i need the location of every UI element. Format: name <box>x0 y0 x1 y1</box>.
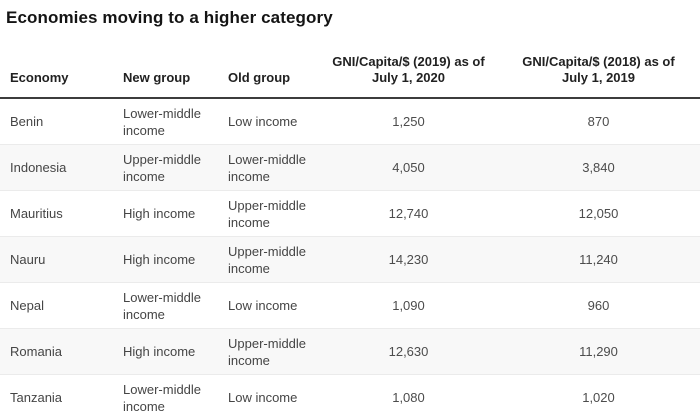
gni-2018-cell: 12,050 <box>497 190 700 237</box>
table-row: Indonesia Upper-middle income Lower-midd… <box>0 144 700 191</box>
table-row: Mauritius High income Upper-middle incom… <box>0 190 700 237</box>
gni-2019-cell: 12,630 <box>320 328 497 375</box>
gni-2018-cell: 11,240 <box>497 236 700 283</box>
economy-cell: Romania <box>0 328 113 375</box>
gni-2018-cell: 1,020 <box>497 374 700 413</box>
gni-2018-cell: 960 <box>497 282 700 329</box>
gni-2018-cell: 11,290 <box>497 328 700 375</box>
economies-table: Economy New group Old group GNI/Capita/$… <box>0 31 700 413</box>
old-group-cell: Lower-middle income <box>218 144 320 191</box>
gni-2019-cell: 4,050 <box>320 144 497 191</box>
gni-2019-cell: 14,230 <box>320 236 497 283</box>
new-group-cell: Upper-middle income <box>113 144 218 191</box>
header-row: Economy New group Old group GNI/Capita/$… <box>0 31 700 99</box>
new-group-cell: Lower-middle income <box>113 282 218 329</box>
table-row: Nepal Lower-middle income Low income 1,0… <box>0 282 700 329</box>
page-title: Economies moving to a higher category <box>6 8 333 27</box>
table-row: Benin Lower-middle income Low income 1,2… <box>0 98 700 145</box>
old-group-cell: Upper-middle income <box>218 236 320 283</box>
gni-2019-cell: 1,250 <box>320 98 497 145</box>
gni-2018-cell: 3,840 <box>497 144 700 191</box>
new-group-cell: High income <box>113 328 218 375</box>
old-group-cell: Low income <box>218 282 320 329</box>
old-group-cell: Upper-middle income <box>218 190 320 237</box>
table-header: Economy New group Old group GNI/Capita/$… <box>0 31 700 99</box>
economy-cell: Mauritius <box>0 190 113 237</box>
gni-2018-cell: 870 <box>497 98 700 145</box>
table-row: Tanzania Lower-middle income Low income … <box>0 374 700 413</box>
economy-cell: Benin <box>0 98 113 145</box>
gni-2019-cell: 1,080 <box>320 374 497 413</box>
old-group-cell: Low income <box>218 374 320 413</box>
economy-cell: Nauru <box>0 236 113 283</box>
column-header-gni-2018-label: GNI/Capita/$ (2018) as of July 1, 2019 <box>522 54 675 85</box>
gni-2019-cell: 12,740 <box>320 190 497 237</box>
old-group-cell: Upper-middle income <box>218 328 320 375</box>
economy-cell: Indonesia <box>0 144 113 191</box>
gni-2019-cell: 1,090 <box>320 282 497 329</box>
table-row: Nauru High income Upper-middle income 14… <box>0 236 700 283</box>
new-group-cell: Lower-middle income <box>113 374 218 413</box>
column-header-gni-2019: GNI/Capita/$ (2019) as of July 1, 2020 <box>320 31 497 99</box>
new-group-cell: Lower-middle income <box>113 98 218 145</box>
column-header-gni-2019-label: GNI/Capita/$ (2019) as of July 1, 2020 <box>332 54 485 85</box>
table-row: Romania High income Upper-middle income … <box>0 328 700 375</box>
economy-cell: Nepal <box>0 282 113 329</box>
old-group-cell: Low income <box>218 98 320 145</box>
economy-cell: Tanzania <box>0 374 113 413</box>
column-header-old-group: Old group <box>218 31 320 99</box>
new-group-cell: High income <box>113 190 218 237</box>
new-group-cell: High income <box>113 236 218 283</box>
column-header-new-group: New group <box>113 31 218 99</box>
column-header-economy: Economy <box>0 31 113 99</box>
table-body: Benin Lower-middle income Low income 1,2… <box>0 98 700 413</box>
column-header-gni-2018: GNI/Capita/$ (2018) as of July 1, 2019 <box>497 31 700 99</box>
